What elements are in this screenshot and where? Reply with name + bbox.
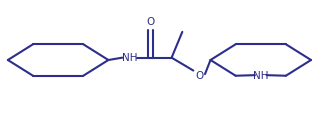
Text: O: O <box>146 18 155 27</box>
Text: NH: NH <box>122 53 137 63</box>
Text: O: O <box>195 71 203 81</box>
Text: NH: NH <box>253 71 268 81</box>
